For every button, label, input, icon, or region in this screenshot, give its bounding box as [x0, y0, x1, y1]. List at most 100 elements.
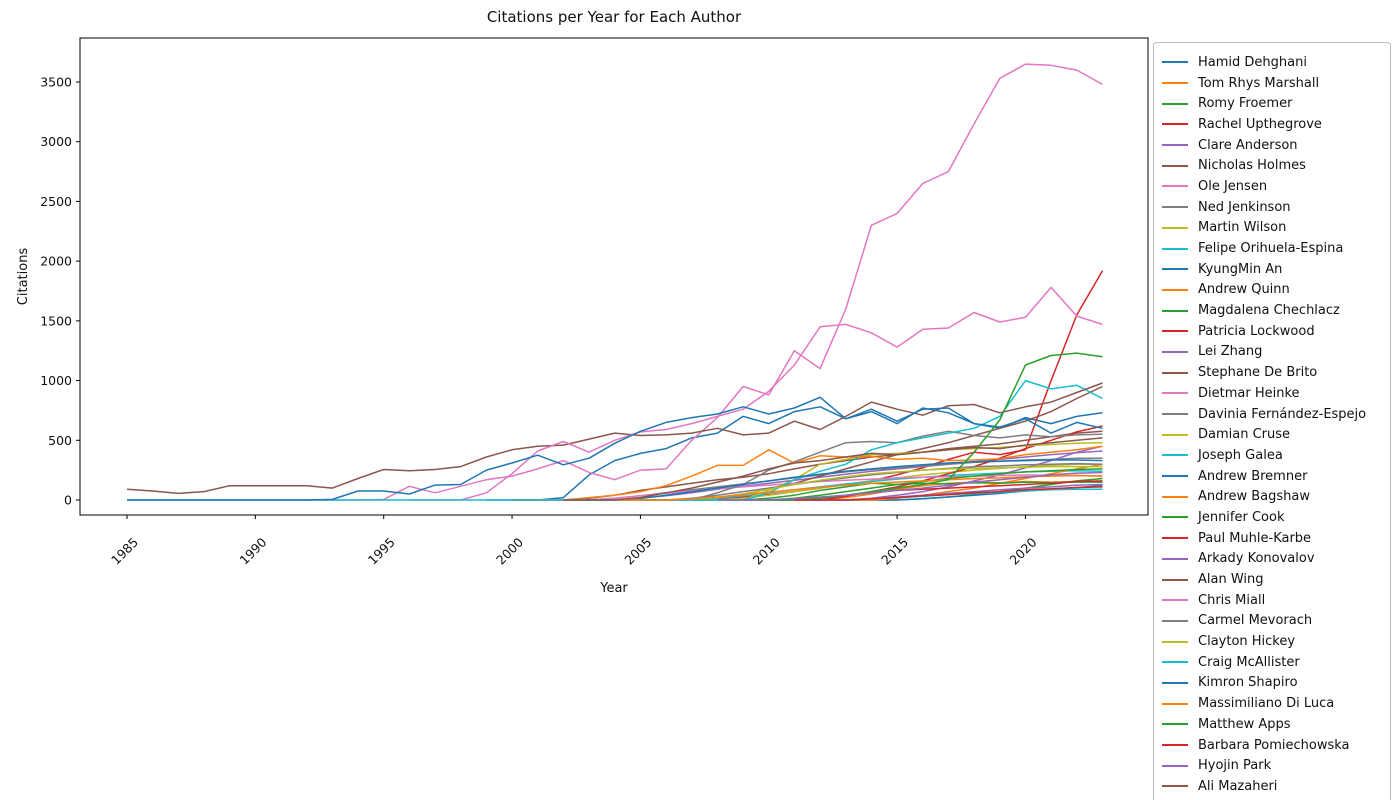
y-tick-label: 3500 [40, 74, 72, 89]
x-axis-label: Year [599, 581, 628, 596]
x-tick-label: 1990 [236, 534, 269, 567]
legend-label: Andrew Quinn [1198, 282, 1290, 298]
legend-item: Kimron Shapiro [1162, 673, 1384, 694]
legend-item: Patricia Lockwood [1162, 321, 1384, 342]
legend-line-sample [1162, 309, 1188, 312]
legend-line-sample [1162, 247, 1188, 250]
series-line-21 [563, 459, 1103, 501]
legend-item: Martin Wilson [1162, 218, 1384, 239]
series-line-32 [614, 474, 1103, 501]
y-axis-ticks: 0 500 1000 1500 2000 2500 3000 3500 [40, 74, 80, 508]
legend-line-sample [1162, 288, 1188, 291]
legend-label: Ole Jensen [1198, 178, 1268, 194]
x-tick-label: 1985 [108, 535, 141, 568]
legend-line-sample [1162, 61, 1188, 64]
legend-line-sample [1162, 433, 1188, 436]
legend-label: Andrew Bagshaw [1198, 489, 1310, 505]
legend-line-sample [1162, 764, 1188, 767]
legend-label: Clare Anderson [1198, 137, 1298, 153]
legend-line-sample [1162, 578, 1188, 581]
legend-item: Lei Zhang [1162, 342, 1384, 363]
legend-label: Martin Wilson [1198, 220, 1287, 236]
legend-item: Felipe Orihuela-Espina [1162, 238, 1384, 259]
legend-label: Ali Mazaheri [1198, 778, 1278, 794]
y-axis-label: Citations [16, 248, 31, 306]
legend-item: Joseph Galea [1162, 445, 1384, 466]
y-tick-label: 1000 [40, 373, 72, 388]
legend-item: Paul Muhle-Karbe [1162, 528, 1384, 549]
legend-item: Davinia Fernández-Espejo [1162, 404, 1384, 425]
legend-item: Jennifer Cook [1162, 507, 1384, 528]
legend-line-sample [1162, 413, 1188, 416]
legend-item: Rachel Upthegrove [1162, 114, 1384, 135]
legend-label: Barbara Pomiechowska [1198, 737, 1350, 753]
chart-title: Citations per Year for Each Author [486, 8, 742, 26]
legend-label: Kimron Shapiro [1198, 675, 1298, 691]
series-line-35 [717, 471, 1103, 501]
legend-label: Andrew Bremner [1198, 468, 1308, 484]
legend-line-sample [1162, 164, 1188, 167]
legend-line-sample [1162, 723, 1188, 726]
series-line-7 [306, 63, 1103, 501]
x-tick-label: 2005 [621, 535, 654, 568]
legend-label: Jennifer Cook [1198, 509, 1285, 525]
series-line-36 [563, 437, 1103, 501]
legend-item: Andrew Bremner [1162, 466, 1384, 487]
legend-label: Damian Cruse [1198, 427, 1291, 443]
series-line-27 [409, 286, 1103, 501]
legend-line-sample [1162, 102, 1188, 105]
legend-line-sample [1162, 330, 1188, 333]
legend-line-sample [1162, 599, 1188, 602]
legend-line-sample [1162, 82, 1188, 85]
y-tick-label: 500 [48, 433, 72, 448]
legend-label: Romy Froemer [1198, 96, 1293, 112]
legend-label: Nicholas Holmes [1198, 158, 1306, 174]
y-tick-label: 2500 [40, 194, 72, 209]
legend-item: Chris Miall [1162, 590, 1384, 611]
legend-item: Dietmar Heinke [1162, 383, 1384, 404]
legend-label: Hamid Dehghani [1198, 54, 1307, 70]
legend-line-sample [1162, 619, 1188, 622]
legend-item: Carmel Mevorach [1162, 611, 1384, 632]
legend-label: Paul Muhle-Karbe [1198, 530, 1312, 546]
legend-item: Andrew Quinn [1162, 280, 1384, 301]
legend-item: Ned Jenkinson [1162, 197, 1384, 218]
legend-line-sample [1162, 206, 1188, 209]
legend-label: Patricia Lockwood [1198, 323, 1315, 339]
legend-item: Arkady Konovalov [1162, 549, 1384, 570]
legend-label: Davinia Fernández-Espejo [1198, 406, 1367, 422]
x-tick-label: 1995 [365, 535, 398, 568]
legend-label: Craig McAllister [1198, 654, 1300, 670]
series-line-28 [614, 462, 1103, 501]
legend-label: Rachel Upthegrove [1198, 116, 1322, 132]
legend-item: Ole Jensen [1162, 176, 1384, 197]
legend-label: Massimiliano Di Luca [1198, 696, 1335, 712]
legend-label: Magdalena Chechlacz [1198, 303, 1340, 319]
legend-label: Ned Jenkinson [1198, 199, 1291, 215]
legend-line-sample [1162, 268, 1188, 271]
legend-line-sample [1162, 495, 1188, 498]
legend-item: Craig McAllister [1162, 652, 1384, 673]
legend-line-sample [1162, 681, 1188, 684]
legend-item: Magdalena Chechlacz [1162, 300, 1384, 321]
legend-line-sample [1162, 392, 1188, 395]
legend-label: Chris Miall [1198, 592, 1266, 608]
legend-item: Barbara Pomiechowska [1162, 735, 1384, 756]
legend-item: Ali Mazaheri [1162, 776, 1384, 797]
legend-line-sample [1162, 785, 1188, 788]
legend-label: Dietmar Heinke [1198, 385, 1300, 401]
legend-item: Matthew Apps [1162, 714, 1384, 735]
legend-label: Stephane De Brito [1198, 365, 1318, 381]
legend-line-sample [1162, 144, 1188, 147]
legend-label: Matthew Apps [1198, 716, 1291, 732]
legend: Hamid Dehghani Tom Rhys Marshall Romy Froe… [1153, 42, 1391, 800]
legend-item: Clayton Hickey [1162, 631, 1384, 652]
legend-item: Alan Wing [1162, 569, 1384, 590]
legend-line-sample [1162, 640, 1188, 643]
legend-line-sample [1162, 516, 1188, 519]
legend-label: Lei Zhang [1198, 344, 1263, 360]
plot-border [79, 37, 1149, 516]
legend-label: Clayton Hickey [1198, 634, 1296, 650]
